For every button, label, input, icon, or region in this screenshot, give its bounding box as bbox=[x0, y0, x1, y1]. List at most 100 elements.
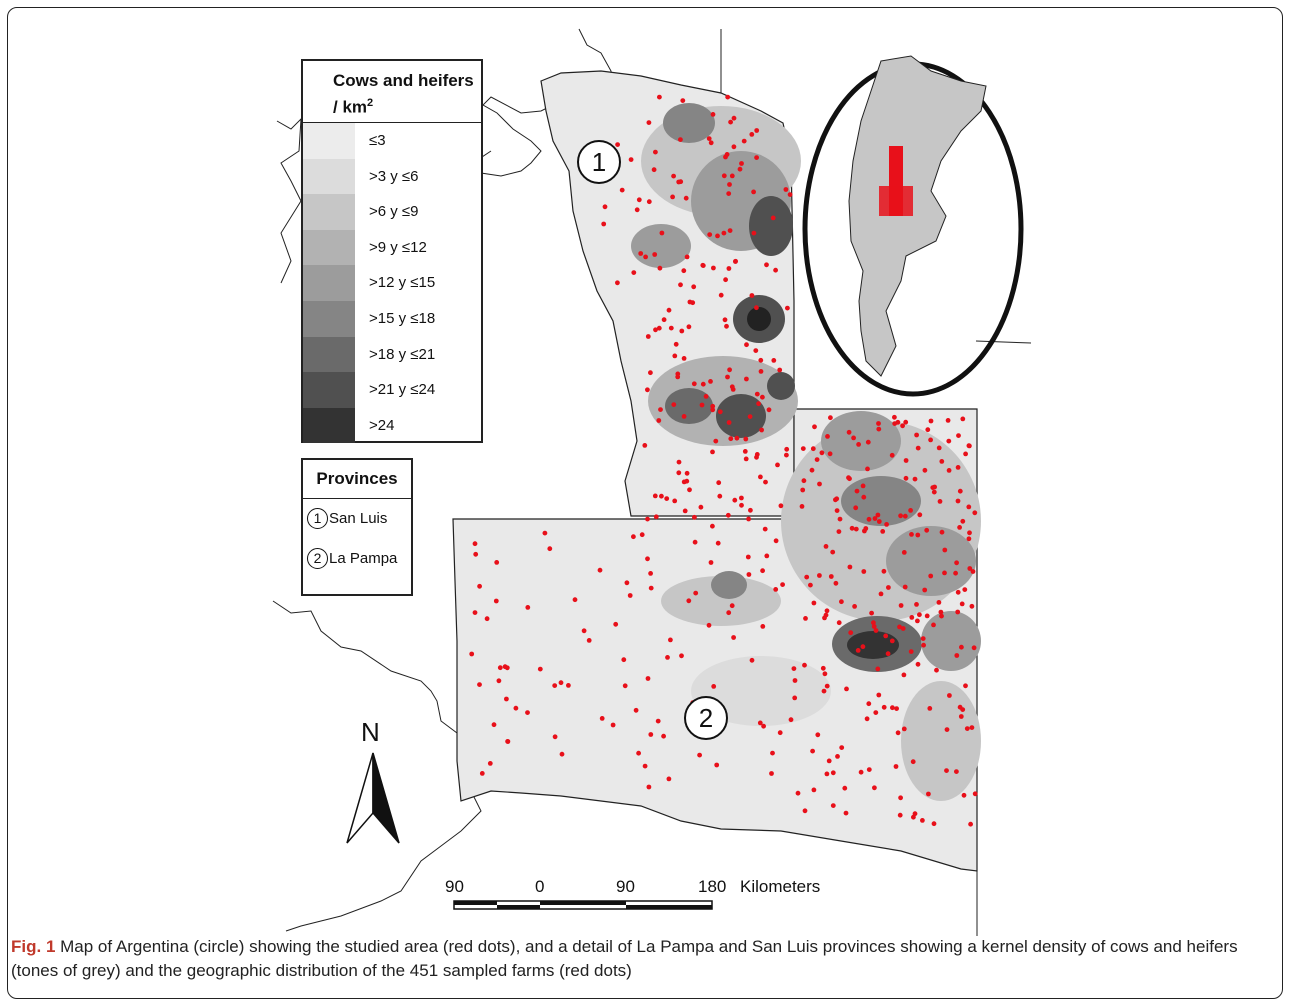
farm-dot bbox=[966, 504, 972, 510]
farm-dot bbox=[902, 513, 908, 519]
farm-dot bbox=[830, 549, 836, 555]
farm-dot bbox=[710, 112, 716, 117]
farm-dot bbox=[777, 730, 783, 736]
farm-dot bbox=[939, 613, 944, 619]
farm-dot bbox=[855, 648, 861, 653]
farm-dot bbox=[942, 570, 947, 576]
farm-dot bbox=[931, 821, 937, 827]
farm-dot bbox=[766, 407, 772, 413]
farm-dot bbox=[954, 769, 959, 774]
farm-dot bbox=[749, 293, 755, 298]
farm-dot bbox=[800, 446, 806, 451]
farm-dot bbox=[684, 254, 690, 260]
farm-dot bbox=[819, 450, 825, 456]
farm-dot bbox=[957, 525, 962, 530]
farm-dot bbox=[871, 624, 877, 629]
farm-dot bbox=[681, 414, 687, 419]
farm-dot bbox=[828, 415, 833, 421]
farm-dot bbox=[670, 194, 675, 200]
farm-dot bbox=[742, 449, 748, 454]
farm-dot bbox=[748, 507, 753, 513]
farm-dot bbox=[683, 195, 689, 201]
farm-dot bbox=[724, 323, 729, 329]
farm-dot bbox=[615, 280, 620, 286]
farm-dot bbox=[770, 215, 776, 221]
farm-dot bbox=[496, 678, 502, 684]
farm-dot bbox=[846, 475, 851, 481]
legend-label: >12 y ≤15 bbox=[369, 274, 436, 292]
farm-dot bbox=[739, 161, 744, 166]
farm-dot bbox=[687, 487, 692, 493]
provinces-title: Provinces bbox=[303, 460, 411, 499]
farm-dot bbox=[883, 633, 889, 639]
farm-dot bbox=[851, 435, 856, 441]
farm-dot bbox=[910, 759, 916, 765]
farm-dot bbox=[673, 341, 679, 347]
farm-dot bbox=[757, 720, 763, 726]
farm-dot bbox=[895, 419, 901, 425]
farm-dot bbox=[760, 568, 765, 574]
farm-dot bbox=[876, 421, 881, 426]
farm-dot bbox=[815, 732, 821, 738]
farm-dot bbox=[734, 435, 740, 441]
border-line-west-2 bbox=[276, 117, 302, 284]
farm-dot bbox=[487, 761, 493, 766]
farm-dot bbox=[801, 478, 807, 484]
farm-dot bbox=[708, 140, 714, 146]
farm-dot bbox=[525, 605, 531, 610]
farm-dot bbox=[681, 479, 687, 485]
farm-dot bbox=[963, 451, 968, 457]
farm-dot bbox=[737, 166, 743, 172]
farm-dot bbox=[636, 197, 642, 203]
farm-dot bbox=[727, 228, 733, 234]
farm-dot bbox=[732, 497, 738, 503]
farm-dot bbox=[599, 716, 605, 721]
farm-dot bbox=[697, 752, 702, 758]
farm-dot bbox=[785, 305, 790, 311]
farm-dot bbox=[547, 546, 553, 552]
legend-row: >18 y ≤21 bbox=[303, 336, 481, 373]
farm-dot bbox=[725, 94, 731, 100]
farm-dot bbox=[484, 616, 490, 622]
farm-dot bbox=[746, 516, 751, 522]
farm-dot bbox=[749, 132, 755, 137]
farm-dot bbox=[968, 821, 973, 827]
farm-dot bbox=[898, 513, 903, 519]
farm-dot bbox=[843, 810, 849, 816]
farm-dot bbox=[653, 514, 659, 520]
farm-dot bbox=[472, 610, 478, 615]
legend-row: >12 y ≤15 bbox=[303, 265, 481, 301]
farm-dot bbox=[835, 754, 840, 759]
farm-dot bbox=[914, 602, 919, 607]
farm-dot bbox=[633, 707, 639, 713]
farm-dot bbox=[634, 207, 640, 213]
farm-dot bbox=[479, 771, 485, 776]
farm-dot bbox=[901, 726, 907, 732]
farm-dot bbox=[513, 705, 519, 711]
farm-dot bbox=[925, 427, 931, 433]
north-label: N bbox=[361, 717, 380, 747]
farm-dot bbox=[917, 612, 922, 618]
legend-row: >24 bbox=[303, 407, 481, 444]
farm-dot bbox=[915, 445, 921, 451]
farm-dot bbox=[917, 512, 923, 518]
farm-dot bbox=[784, 452, 789, 458]
farm-dot bbox=[824, 771, 830, 777]
farm-dot bbox=[751, 230, 757, 236]
farm-dot bbox=[675, 374, 681, 380]
legend-rows: ≤3 >3 y ≤6 >6 y ≤9 >9 y ≤12 >12 y ≤15 >15 y ≤… bbox=[303, 123, 481, 444]
farm-dot bbox=[671, 173, 676, 179]
farm-dot bbox=[928, 573, 934, 579]
farm-dot bbox=[821, 688, 827, 694]
farm-dot bbox=[754, 452, 760, 457]
legend-title-sup: 2 bbox=[367, 97, 374, 109]
farm-dot bbox=[938, 609, 944, 615]
farm-dot bbox=[903, 475, 909, 481]
legend-label: >21 y ≤24 bbox=[369, 381, 436, 399]
legend-swatch bbox=[303, 265, 355, 301]
farm-dot bbox=[586, 638, 592, 643]
farm-dot bbox=[957, 488, 963, 494]
farm-dot bbox=[814, 457, 820, 462]
farm-dot bbox=[912, 476, 918, 482]
farm-dot bbox=[666, 776, 672, 782]
